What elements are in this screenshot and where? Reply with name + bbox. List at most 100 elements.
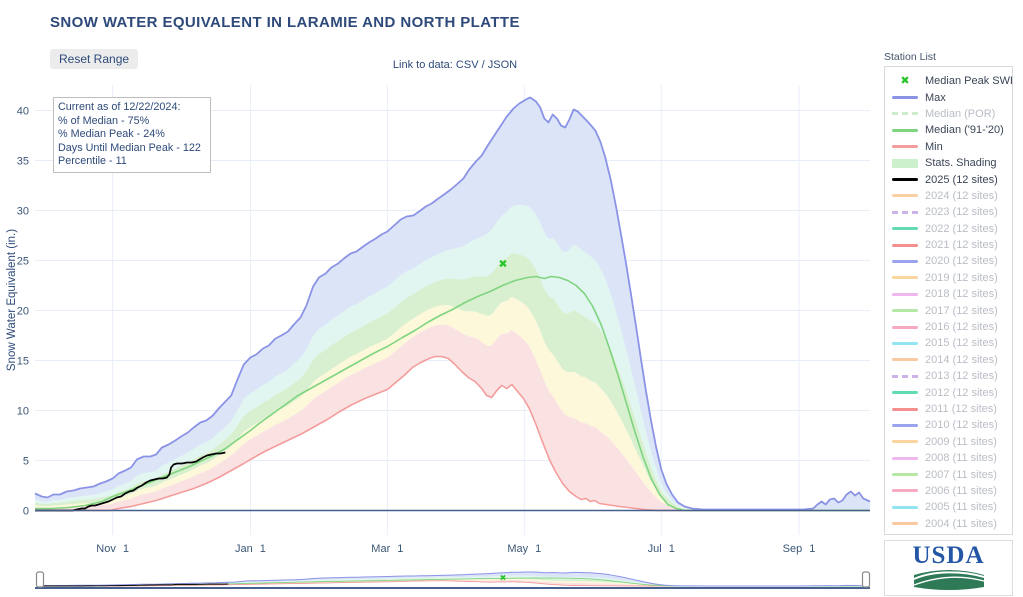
legend-item-y2016[interactable]: 2016 (12 sites) (892, 319, 1012, 335)
navigator-median-peak-marker: ✖ (500, 574, 507, 583)
y-tick-label: 35 (17, 156, 29, 168)
json-link[interactable]: JSON (487, 59, 518, 71)
legend-item-y2005[interactable]: 2005 (11 sites) (892, 499, 1012, 515)
legend-item-y2022[interactable]: 2022 (12 sites) (892, 221, 1012, 237)
navigator[interactable]: ✖ (35, 571, 871, 589)
x-tick-label: May 1 (507, 543, 541, 555)
y2017-swatch-icon (892, 309, 918, 313)
y-tick-label: 30 (17, 206, 29, 218)
legend-label: 2017 (12 sites) (925, 304, 998, 317)
usda-logo-field-icon (913, 570, 984, 590)
page-title: SNOW WATER EQUIVALENT IN LARAMIE AND NOR… (50, 14, 520, 31)
legend-label: 2025 (12 sites) (925, 173, 998, 186)
min-line (35, 355, 870, 512)
y2015-swatch-icon (892, 341, 918, 345)
legend-item-median-peak-swe[interactable]: ✖ Median Peak SWE (892, 73, 1012, 89)
y-tick-label: 15 (17, 356, 29, 368)
legend-item-y2007[interactable]: 2007 (11 sites) (892, 466, 1012, 482)
y-tick-label: 10 (17, 406, 29, 418)
legend-label: 2008 (11 sites) (925, 452, 997, 465)
legend-label: Max (925, 91, 946, 104)
legend-label: Median (POR) (925, 107, 996, 120)
legend-item-median-91-20[interactable]: Median ('91-'20) (892, 122, 1012, 138)
x-tick-label: Jan 1 (235, 543, 266, 555)
band-cyan (35, 205, 870, 511)
info-line-pct-median-peak: % Median Peak - 24% (58, 128, 165, 141)
legend-item-min[interactable]: Min (892, 139, 1012, 155)
reset-range-button[interactable]: Reset Range (50, 49, 139, 69)
legend-item-y2021[interactable]: 2021 (12 sites) (892, 237, 1012, 253)
y2025-swatch-icon (892, 178, 918, 182)
legend-item-stats-shading[interactable]: Stats. Shading (892, 155, 1012, 171)
legend-item-y2015[interactable]: 2015 (12 sites) (892, 335, 1012, 351)
band-cyan (40, 575, 866, 586)
legend-item-y2006[interactable]: 2006 (11 sites) (892, 483, 1012, 499)
y2005-swatch-icon (892, 505, 918, 509)
min-swatch-icon (892, 145, 918, 149)
navigator-left-handle[interactable] (35, 571, 45, 588)
y2022-swatch-icon (892, 227, 918, 231)
y-tick-label: 40 (17, 106, 29, 118)
legend-label: 2015 (12 sites) (925, 337, 998, 350)
legend-item-max[interactable]: Max (892, 89, 1012, 105)
median-peak-marker: ✖ (498, 259, 507, 271)
legend-item-y2008[interactable]: 2008 (11 sites) (892, 450, 1012, 466)
legend-item-y2017[interactable]: 2017 (12 sites) (892, 302, 1012, 318)
legend-label: Stats. Shading (925, 157, 997, 170)
legend-label: 2018 (12 sites) (925, 288, 998, 301)
y2024-swatch-icon (892, 194, 918, 198)
median-line (35, 275, 870, 512)
x-tick-label: Sep 1 (783, 543, 816, 555)
stats-shading-swatch-icon (892, 158, 918, 168)
csv-link[interactable]: CSV (455, 59, 479, 71)
axis-ticks: 0 5 10 15 20 25 30 35 40 Nov 1 Jan 1 Mar 1 May 1 Jul … (17, 106, 816, 556)
info-line-date: Current as of 12/22/2024: (58, 101, 181, 113)
legend-item-y2012[interactable]: 2012 (12 sites) (892, 384, 1012, 400)
legend-item-y2011[interactable]: 2011 (12 sites) (892, 401, 1012, 417)
legend-item-y2019[interactable]: 2019 (12 sites) (892, 270, 1012, 286)
min-line (40, 580, 866, 587)
legend-item-y2020[interactable]: 2020 (12 sites) (892, 253, 1012, 269)
legend-label: 2011 (12 sites) (925, 403, 997, 415)
legend-item-y2014[interactable]: 2014 (12 sites) (892, 352, 1012, 368)
legend-label: 2016 (12 sites) (925, 321, 998, 334)
legend-item-y2010[interactable]: 2010 (12 sites) (892, 417, 1012, 433)
legend-label: 2013 (12 sites) (925, 370, 998, 383)
y2013-swatch-icon (892, 374, 918, 378)
legend-item-y2024[interactable]: 2024 (12 sites) (892, 188, 1012, 204)
y2006-swatch-icon (892, 489, 918, 493)
swe-2025-line (35, 451, 226, 512)
legend-item-y2013[interactable]: 2013 (12 sites) (892, 368, 1012, 384)
navigator-right-handle[interactable] (861, 571, 871, 588)
y2020-swatch-icon (892, 259, 918, 263)
median-91-20-swatch-icon (892, 128, 918, 132)
legend-label: 2022 (12 sites) (925, 222, 998, 235)
median-peak-swe-swatch-icon: ✖ (900, 75, 910, 88)
legend-item-y2025[interactable]: 2025 (12 sites) (892, 171, 1012, 187)
main-chart: ✖ (34, 96, 871, 512)
legend-label: Min (925, 140, 943, 153)
legend-item-y2009[interactable]: 2009 (11 sites) (892, 434, 1012, 450)
legend-label: 2007 (11 sites) (925, 468, 997, 481)
link-separator: / (481, 59, 485, 71)
info-line-pct-median: % of Median - 75% (58, 114, 150, 127)
x-tick-label: Mar 1 (371, 543, 403, 555)
y-axis-title: Snow Water Equivalent (in.) (6, 228, 18, 372)
station-list-label: Station List (884, 51, 936, 63)
current-conditions-box: Current as of 12/22/2024: % of Median - … (53, 97, 211, 173)
info-line-percentile: Percentile - 11 (58, 155, 127, 168)
y2016-swatch-icon (892, 325, 918, 329)
legend-item-y2023[interactable]: 2023 (12 sites) (892, 204, 1012, 220)
y-tick-label: 25 (17, 256, 29, 268)
legend-item-y2004[interactable]: 2004 (11 sites) (892, 516, 1012, 532)
legend-item-y2018[interactable]: 2018 (12 sites) (892, 286, 1012, 302)
x-tick-label: Nov 1 (96, 543, 129, 555)
legend-item-median-por[interactable]: Median (POR) (892, 106, 1012, 122)
y2004-swatch-icon (892, 522, 918, 526)
y2011-swatch-icon (892, 407, 918, 411)
y2019-swatch-icon (892, 276, 918, 280)
y2008-swatch-icon (892, 456, 918, 460)
y2021-swatch-icon (892, 243, 918, 247)
